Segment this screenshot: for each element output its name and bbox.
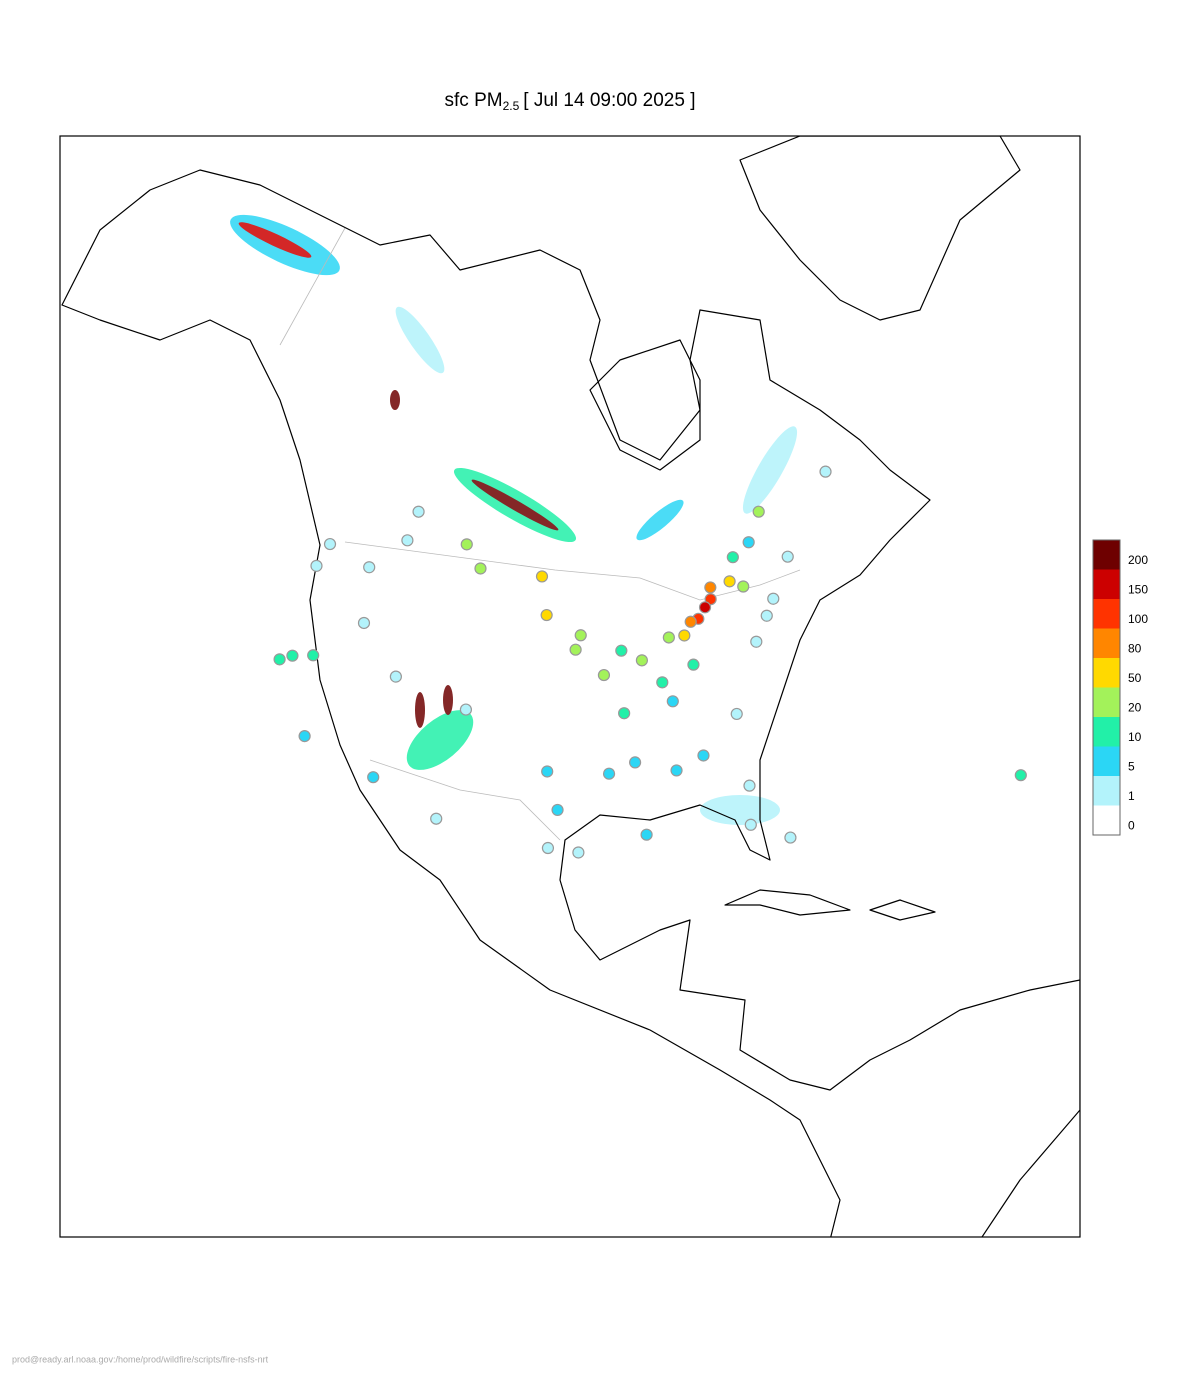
station-marker bbox=[574, 629, 587, 642]
border-line bbox=[279, 227, 346, 346]
station-marker bbox=[662, 631, 675, 644]
station-marker bbox=[670, 764, 683, 777]
station-marker bbox=[569, 643, 582, 656]
station-marker bbox=[635, 654, 649, 667]
legend-label: 80 bbox=[1128, 642, 1142, 656]
station-marker bbox=[767, 592, 780, 605]
station-marker bbox=[726, 551, 739, 564]
station-marker bbox=[286, 649, 299, 662]
legend-label: 50 bbox=[1128, 671, 1142, 685]
legend-label: 20 bbox=[1128, 701, 1142, 715]
coastline bbox=[61, 169, 1080, 1237]
map-frame bbox=[59, 135, 1081, 1238]
station-marker bbox=[597, 668, 611, 682]
station-marker bbox=[678, 629, 691, 642]
stations bbox=[273, 465, 1027, 859]
station-marker bbox=[541, 765, 554, 778]
station-marker bbox=[666, 695, 679, 708]
station-marker bbox=[752, 505, 765, 518]
title-text: sfc PM bbox=[445, 90, 503, 111]
legend-label: 200 bbox=[1128, 553, 1148, 567]
station-marker bbox=[430, 812, 443, 825]
station-marker bbox=[737, 580, 750, 593]
title-text: [ Jul 14 09:00 2025 ] bbox=[523, 90, 695, 111]
station-marker bbox=[298, 730, 311, 743]
station-marker bbox=[781, 550, 794, 563]
station-marker bbox=[307, 649, 320, 662]
station-marker bbox=[684, 615, 697, 628]
station-marker bbox=[784, 831, 797, 844]
coastline bbox=[869, 899, 936, 921]
station-marker bbox=[629, 756, 642, 769]
coastline bbox=[589, 339, 701, 471]
legend-label: 10 bbox=[1128, 730, 1142, 744]
station-marker bbox=[367, 771, 380, 784]
station-marker bbox=[401, 534, 414, 547]
coastline bbox=[739, 136, 1021, 321]
legend-swatch bbox=[1093, 658, 1120, 688]
legend-swatch bbox=[1093, 540, 1120, 570]
station-marker bbox=[363, 561, 376, 574]
station-marker bbox=[474, 562, 487, 575]
station-marker bbox=[704, 581, 717, 594]
station-marker bbox=[743, 779, 756, 792]
station-marker bbox=[723, 575, 736, 588]
station-marker bbox=[602, 767, 616, 780]
legend-swatch bbox=[1093, 746, 1120, 776]
legend-swatch bbox=[1093, 599, 1120, 629]
station-marker bbox=[357, 616, 371, 630]
station-marker bbox=[273, 653, 286, 666]
station-marker bbox=[540, 608, 553, 622]
station-marker bbox=[323, 537, 337, 551]
border-line bbox=[344, 541, 801, 601]
map-area bbox=[61, 136, 1080, 1237]
station-marker bbox=[551, 803, 564, 817]
station-marker bbox=[459, 703, 473, 716]
legend-label: 100 bbox=[1128, 612, 1148, 626]
station-marker bbox=[698, 601, 712, 614]
station-marker bbox=[618, 707, 631, 720]
legend-label: 1 bbox=[1128, 789, 1135, 803]
legend: 0 1 5 10 20 50 80 100 150 200 bbox=[1092, 539, 1148, 836]
legend-swatch bbox=[1093, 805, 1120, 835]
footer: prod@ready.arl.noaa.gov:/home/prod/wildf… bbox=[12, 1354, 269, 1364]
station-marker bbox=[742, 536, 755, 549]
station-marker bbox=[730, 707, 743, 721]
map-title: sfc PM2.5[ Jul 14 09:00 2025 ] bbox=[445, 90, 696, 113]
station-marker bbox=[572, 846, 585, 859]
legend-label: 0 bbox=[1128, 819, 1135, 833]
smoke-plumes bbox=[230, 214, 798, 825]
station-marker bbox=[389, 670, 402, 683]
station-marker bbox=[310, 559, 323, 572]
station-marker bbox=[819, 465, 832, 478]
station-marker bbox=[535, 570, 549, 583]
legend-swatch bbox=[1093, 717, 1120, 747]
title-subscript: 2.5 bbox=[503, 99, 520, 113]
station-marker bbox=[697, 749, 710, 762]
station-marker bbox=[750, 635, 763, 648]
border-line bbox=[369, 759, 561, 841]
station-marker bbox=[640, 828, 653, 841]
station-marker bbox=[744, 818, 757, 831]
legend-swatch bbox=[1093, 776, 1120, 806]
station-marker bbox=[541, 841, 555, 855]
station-marker bbox=[687, 658, 700, 671]
station-marker bbox=[760, 609, 773, 622]
legend-swatch bbox=[1093, 687, 1120, 717]
station-marker bbox=[460, 538, 473, 551]
station-marker bbox=[412, 505, 425, 518]
legend-label: 5 bbox=[1128, 760, 1135, 774]
station-marker bbox=[1014, 769, 1027, 782]
legend-swatch bbox=[1093, 628, 1120, 658]
legend-frame bbox=[1092, 539, 1121, 836]
station-marker bbox=[656, 676, 669, 689]
station-marker bbox=[615, 644, 628, 657]
coastline bbox=[724, 889, 851, 916]
legend-label: 150 bbox=[1128, 583, 1148, 597]
legend-swatch bbox=[1093, 569, 1120, 599]
